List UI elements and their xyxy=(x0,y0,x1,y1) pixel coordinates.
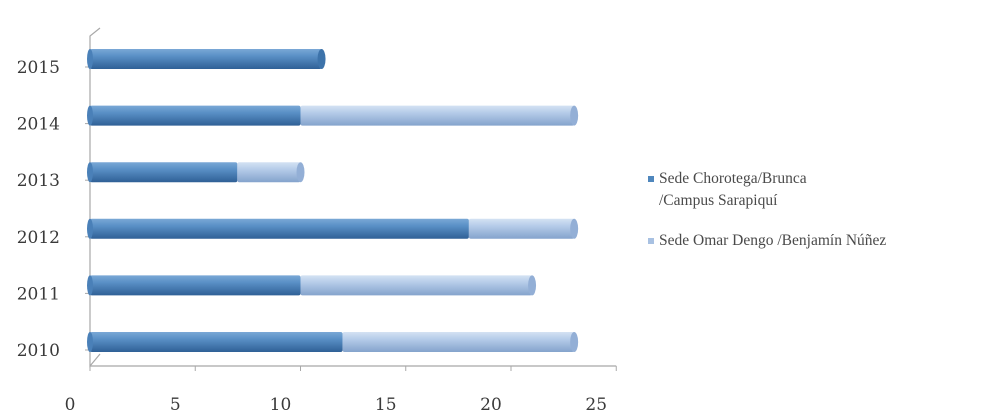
x-tick-label: 15 xyxy=(375,395,397,415)
bar-2015-series-1 xyxy=(90,49,322,69)
legend-item-series-1: Sede Chorotega/Brunca /Campus Sarapiquí xyxy=(648,168,998,212)
x-tick-label: 5 xyxy=(170,395,181,415)
bar-2012-series-1 xyxy=(90,218,469,239)
bar-start-cap-2012 xyxy=(87,218,93,239)
bar-2010-series-1 xyxy=(90,332,343,352)
x-tick-label: 10 xyxy=(270,395,292,415)
bar-2013-series-1 xyxy=(90,162,238,183)
bar-end-cap-2012 xyxy=(570,218,579,239)
bar-start-cap-2013 xyxy=(87,162,93,183)
bar-2011-series-1 xyxy=(90,275,301,296)
y-tick-label-2010: 2010 xyxy=(17,341,60,361)
bar-start-cap-2010 xyxy=(87,332,93,352)
x-tick-label: 20 xyxy=(480,395,502,415)
y-tick-label-2012: 2012 xyxy=(17,228,60,248)
legend-label-series-1: Sede Chorotega/Brunca /Campus Sarapiquí xyxy=(659,170,807,209)
chart-bars xyxy=(87,49,579,352)
bar-2011-series-2 xyxy=(300,275,533,296)
bar-end-cap-2015 xyxy=(317,49,326,69)
chart-axes xyxy=(85,27,617,371)
bar-end-cap-2013 xyxy=(296,162,305,183)
y-tick-labels: 2010 2011 2012 2013 2014 2015 xyxy=(17,58,60,361)
bar-2010-series-2 xyxy=(342,332,575,352)
chart-legend: Sede Chorotega/Brunca /Campus Sarapiquí … xyxy=(648,168,998,270)
bar-2014-series-2 xyxy=(300,105,575,126)
bar-end-cap-2011 xyxy=(528,275,537,296)
y-axis-line xyxy=(89,27,101,368)
legend-swatch-series-2 xyxy=(648,238,654,244)
bar-2012-series-2 xyxy=(468,218,575,239)
bar-start-cap-2011 xyxy=(87,275,93,296)
x-tick-label: 25 xyxy=(585,395,607,415)
y-tick-label-2015: 2015 xyxy=(17,58,60,78)
bar-start-cap-2015 xyxy=(87,49,93,69)
bar-2014-series-1 xyxy=(90,105,301,126)
bar-end-cap-2010 xyxy=(570,332,579,352)
legend-item-series-2: Sede Omar Dengo /Benjamín Núñez xyxy=(648,230,998,252)
x-tick-label: 0 xyxy=(65,395,76,415)
legend-label-series-2: Sede Omar Dengo /Benjamín Núñez xyxy=(659,232,887,249)
bar-2013-series-2 xyxy=(237,162,301,183)
y-tick-label-2011: 2011 xyxy=(17,284,60,304)
x-tick-labels: 0 5 10 15 20 25 xyxy=(65,395,607,415)
y-tick-label-2013: 2013 xyxy=(17,171,60,191)
legend-swatch-series-1 xyxy=(648,176,654,182)
bar-start-cap-2014 xyxy=(87,105,93,126)
bar-end-cap-2014 xyxy=(570,105,579,126)
y-tick-label-2014: 2014 xyxy=(17,115,60,135)
